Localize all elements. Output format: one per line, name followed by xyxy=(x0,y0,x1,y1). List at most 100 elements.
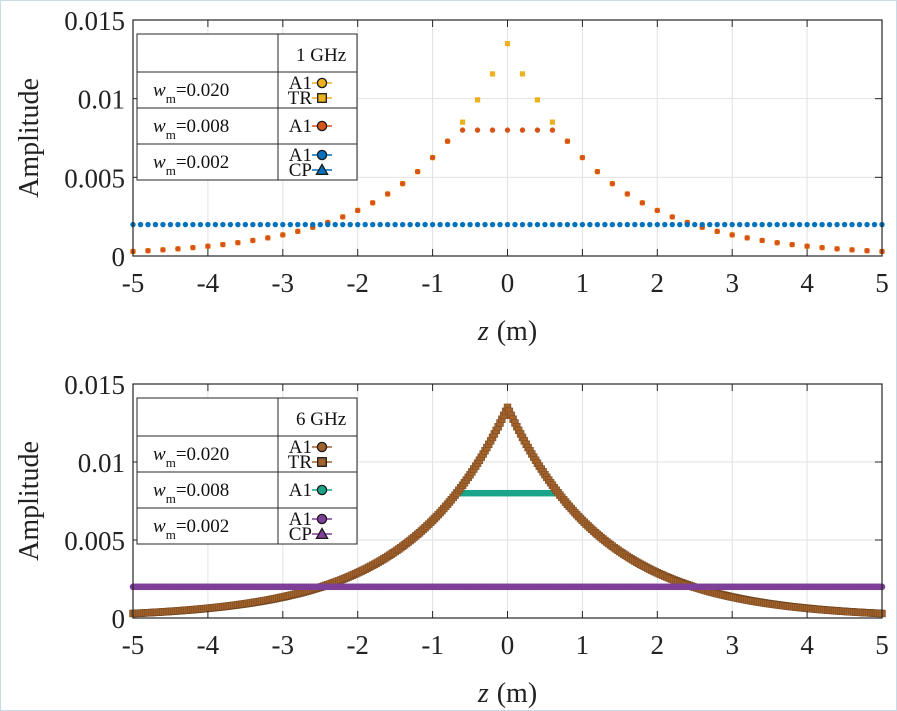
legend-marker-square xyxy=(317,457,327,467)
data-point xyxy=(145,248,151,254)
x-tick-label: -1 xyxy=(421,268,444,298)
data-point xyxy=(549,119,556,125)
data-point xyxy=(632,221,638,228)
x-tick-label: -5 xyxy=(122,630,145,660)
data-point xyxy=(190,244,196,251)
x-tick-label: 5 xyxy=(875,268,889,298)
data-point xyxy=(856,221,863,228)
legend-marker-circle xyxy=(316,120,328,132)
data-point xyxy=(459,221,466,228)
data-point xyxy=(160,247,166,253)
legend-marker-square xyxy=(317,93,327,103)
data-point xyxy=(602,221,608,228)
data-point xyxy=(549,221,556,228)
legend-entry-label: A1 xyxy=(289,509,312,530)
data-point xyxy=(579,154,586,161)
x-axis-label-unit: (m) xyxy=(497,678,537,709)
x-tick-label: -2 xyxy=(346,268,369,298)
data-point xyxy=(572,221,578,228)
data-point xyxy=(257,221,264,228)
legend-w-symbol: w xyxy=(153,444,166,465)
x-tick-label: -4 xyxy=(197,630,220,660)
x-tick-label: -4 xyxy=(197,268,220,298)
data-point xyxy=(841,221,848,228)
legend-row-label: wm=0.020 xyxy=(153,444,229,470)
legend-w-subscript: m xyxy=(166,491,176,506)
data-point xyxy=(564,138,571,144)
data-point xyxy=(369,200,376,206)
data-point xyxy=(714,221,720,228)
legend-marker-circle xyxy=(316,77,328,89)
data-point xyxy=(714,228,720,235)
data-point xyxy=(302,221,308,228)
data-point xyxy=(534,127,541,133)
x-tick-label: 0 xyxy=(501,268,515,298)
data-point xyxy=(624,191,631,197)
data-point xyxy=(699,221,705,228)
data-point xyxy=(594,168,601,175)
data-point xyxy=(399,180,406,187)
data-point xyxy=(766,221,773,228)
data-point xyxy=(235,239,241,246)
legend-entry-label: A1 xyxy=(289,73,312,94)
data-point xyxy=(265,235,271,241)
data-point xyxy=(317,221,323,228)
data-point xyxy=(287,221,293,228)
data-point xyxy=(497,221,503,228)
data-point xyxy=(677,221,683,228)
data-point xyxy=(744,235,750,241)
legend-w-subscript: m xyxy=(166,163,176,178)
data-point xyxy=(452,221,458,228)
legend-w-symbol: w xyxy=(153,480,166,501)
series-w-0-002 xyxy=(129,583,886,591)
data-point xyxy=(692,221,698,228)
x-tick-label: -3 xyxy=(272,268,295,298)
x-tick-label: 2 xyxy=(651,630,665,660)
data-point xyxy=(197,221,204,228)
x-tick-label: 4 xyxy=(800,630,814,660)
y-tick-label: 0 xyxy=(112,604,126,634)
data-point xyxy=(722,221,728,228)
data-point xyxy=(564,221,571,228)
data-point xyxy=(235,221,241,228)
legend-w-symbol: w xyxy=(153,80,166,101)
legend-entry-label: CP xyxy=(289,160,312,181)
data-point xyxy=(654,207,660,214)
data-point xyxy=(347,221,353,228)
data-point xyxy=(392,221,398,228)
legend-entry-label: A1 xyxy=(289,480,312,501)
data-point xyxy=(729,232,735,238)
series-w-0-002 xyxy=(130,221,885,228)
data-point xyxy=(205,243,211,249)
data-point xyxy=(864,221,870,228)
legend-w-value: =0.008 xyxy=(176,116,229,137)
legend-header: 1 GHz xyxy=(296,45,346,66)
data-point xyxy=(609,221,616,228)
data-point xyxy=(220,241,226,248)
legend-w-subscript: m xyxy=(166,91,176,106)
data-point xyxy=(489,127,496,133)
y-tick-label: 0.01 xyxy=(78,448,125,478)
data-point xyxy=(534,221,541,228)
data-point xyxy=(819,244,825,251)
chart-panel-1: -5 -4 -3 -2 -1 0 1 2 3 4 5 0 0.005 0.01 0.015 z (m) Ampli… xyxy=(14,6,889,347)
data-point xyxy=(429,154,436,161)
y-tick-label: 0.015 xyxy=(64,6,125,36)
data-point xyxy=(227,221,234,228)
legend-row-label: wm=0.008 xyxy=(153,480,229,506)
y-tick-label: 0.015 xyxy=(64,370,125,400)
data-point xyxy=(579,221,586,228)
data-point xyxy=(137,221,144,228)
legend-w-symbol: w xyxy=(153,116,166,137)
y-tick-label: 0.005 xyxy=(64,163,125,193)
data-point xyxy=(444,138,451,144)
data-point xyxy=(384,191,391,197)
data-point xyxy=(662,221,668,228)
data-point xyxy=(355,207,361,214)
data-point xyxy=(707,221,713,228)
x-axis-label-var: z xyxy=(477,678,489,709)
data-point xyxy=(467,221,473,228)
data-point xyxy=(804,221,810,228)
